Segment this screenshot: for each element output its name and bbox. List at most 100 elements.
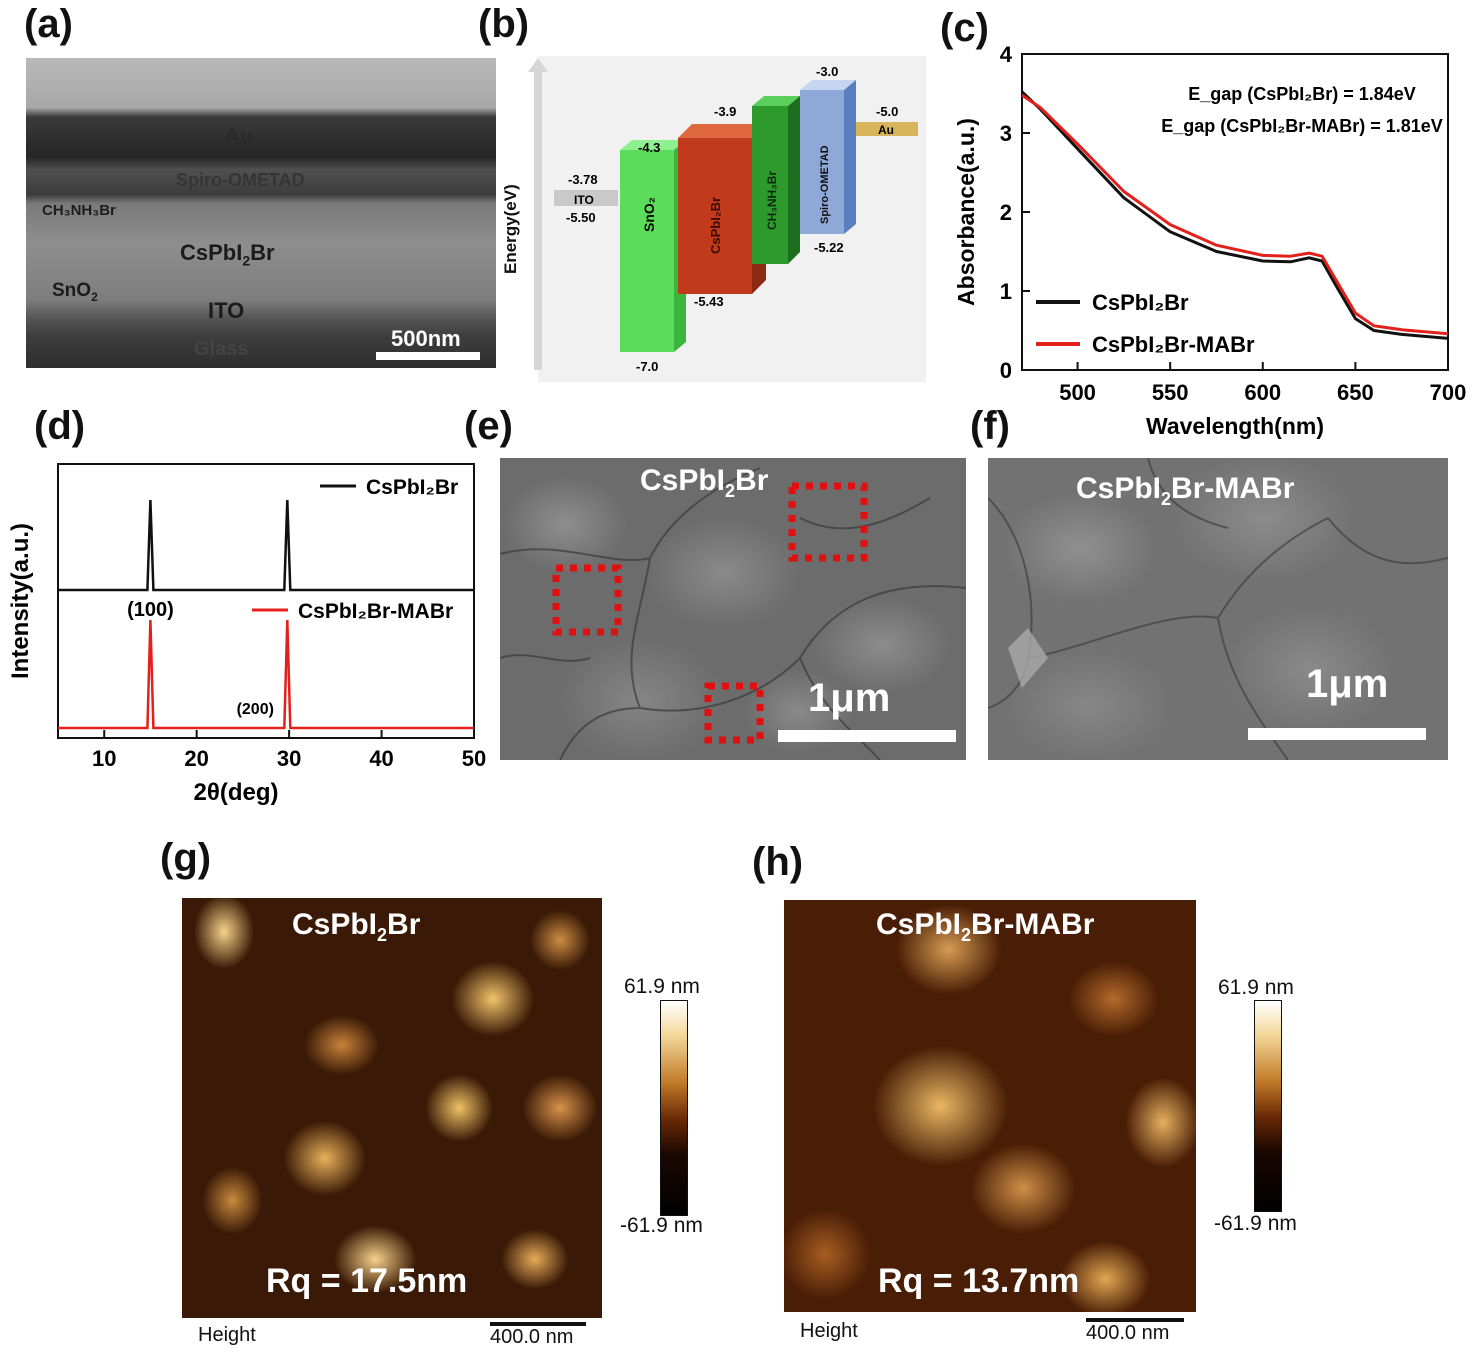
afm-h-title: CsPbI2Br-MABr <box>876 908 1095 945</box>
afm-g-colorbar-top-label: 61.9 nm <box>624 975 700 998</box>
c-series-line-1 <box>1021 93 1449 336</box>
c-xtick-label: 700 <box>1430 380 1467 405</box>
c-legend-label-1: CsPbI₂Br-MABr <box>1092 332 1255 357</box>
spiro-bottom-value: -5.22 <box>814 240 844 255</box>
afm-h-colorbar <box>1254 1000 1282 1212</box>
layer-sno2-label: SnO2 <box>52 280 98 304</box>
afm-g-scalebar-label: 400.0 nm <box>490 1326 574 1348</box>
cspbi2br-top-value: -3.9 <box>714 104 736 119</box>
defect-box-3 <box>704 682 764 744</box>
afm-h-height-label: Height <box>800 1320 858 1342</box>
layer-cspbi2br-label: CsPbI2Br <box>180 240 275 269</box>
afm-h-rq: Rq = 13.7nm <box>878 1262 1080 1300</box>
panel-label-e: (e) <box>464 404 513 448</box>
spiro-top-value: -3.0 <box>816 64 838 79</box>
ch3nh3br-name: CH₃NH₃Br <box>765 171 779 230</box>
sem-f-scalebar <box>1248 728 1426 740</box>
sno2-top-value: -4.3 <box>638 140 660 155</box>
c-yaxis-label: Absorbance(a.u.) <box>953 118 979 306</box>
panel-label-f: (f) <box>970 404 1010 448</box>
sem-f-title: CsPbI2Br-MABr <box>1076 472 1295 509</box>
scalebar-label: 500nm <box>391 326 461 351</box>
spiro-bar <box>800 90 844 234</box>
afm-image-cspbi2br-mabr: CsPbI2Br-MABr Rq = 13.7nm <box>784 900 1196 1312</box>
d-series-line-0 <box>58 499 474 592</box>
panel-label-b: (b) <box>478 2 530 46</box>
sem-e-scalebar-label: 1μm <box>808 676 891 720</box>
cspbi2br-bottom-value: -5.43 <box>694 294 724 309</box>
afm-h-colorbar-bottom-label: -61.9 nm <box>1214 1212 1297 1235</box>
d-series-line-1 <box>58 619 474 730</box>
c-xtick-label: 550 <box>1152 380 1189 405</box>
layer-ch3nh3br-label: CH₃NH₃Br <box>42 202 116 219</box>
c-ytick-label: 4 <box>1000 42 1013 67</box>
sno2-bar <box>620 150 674 352</box>
afm-g-colorbar <box>660 1000 688 1216</box>
panel-label-a: (a) <box>24 2 73 46</box>
afm-g-colorbar-bottom-label: -61.9 nm <box>620 1214 703 1237</box>
au-top-value: -5.0 <box>876 104 898 119</box>
d-legend-label-1: CsPbI₂Br-MABr <box>298 600 453 623</box>
xrd-chart: 10 20 30 40 50 2θ(deg) Intensity(a.u.) CsPbI₂Br… <box>7 463 486 806</box>
ito-name: ITO <box>574 193 594 207</box>
afm-g-height-label: Height <box>198 1324 256 1346</box>
layer-glass-label: Glass <box>194 338 249 360</box>
cross-section-sem-image: Au Spiro-OMETAD CH₃NH₃Br CsPbI2Br SnO2 I… <box>26 58 496 368</box>
defect-box-1 <box>788 482 868 562</box>
afm-h-scalebar <box>1086 1318 1184 1322</box>
panel-label-d: (d) <box>34 404 86 448</box>
afm-g-scalebar <box>490 1322 586 1326</box>
energy-axis-label: Energy(eV) <box>501 184 520 274</box>
afm-h-scalebar-label: 400.0 nm <box>1086 1322 1170 1344</box>
c-ytick-label: 2 <box>1000 200 1012 225</box>
layer-au-label: Au <box>224 124 254 149</box>
d-xtick-label: 30 <box>277 746 301 771</box>
sem-e-title: CsPbI2Br <box>640 464 769 501</box>
c-ytick-label: 1 <box>1000 279 1012 304</box>
c-annotation-1: E_gap (CsPbI₂Br) = 1.84eV <box>1188 84 1416 104</box>
c-legend-label-0: CsPbI₂Br <box>1092 290 1189 315</box>
panel-label-h: (h) <box>752 840 804 884</box>
afm-g-title: CsPbI2Br <box>292 908 421 945</box>
cspbi2br-name: CsPbI₂Br <box>708 197 723 254</box>
sem-topview-cspbi2br-mabr: CsPbI2Br-MABr 1μm <box>988 458 1448 760</box>
d-yaxis-label: Intensity(a.u.) <box>7 523 34 679</box>
panel-label-g: (g) <box>160 836 212 880</box>
d-xtick-label: 20 <box>184 746 208 771</box>
d-xaxis-label: 2θ(deg) <box>194 779 279 806</box>
c-ytick-label: 3 <box>1000 121 1012 146</box>
afm-g-rq: Rq = 17.5nm <box>266 1262 468 1300</box>
absorbance-chart: 500 550 600 650 700 0 1 2 3 4 Wavelength(nm) Absorb… <box>953 42 1467 439</box>
d-xtick-label: 10 <box>92 746 116 771</box>
afm-image-cspbi2br: CsPbI2Br Rq = 17.5nm <box>182 898 602 1318</box>
c-xtick-label: 500 <box>1059 380 1096 405</box>
ito-bottom-value: -5.50 <box>566 210 596 225</box>
cspbi2br-bar <box>678 138 752 294</box>
energy-band-diagram: Energy(eV) ITO -3.78 -5.50 SnO₂ -4.3 -7.… <box>501 56 926 382</box>
ch3nh3br-bar <box>752 106 788 264</box>
d-peak-label-100: (100) <box>127 599 174 621</box>
d-plot-frame <box>57 463 475 739</box>
c-annotation-2: E_gap (CsPbI₂Br-MABr) = 1.81eV <box>1161 116 1443 136</box>
ito-top-value: -3.78 <box>568 172 598 187</box>
panel-label-c: (c) <box>940 6 989 50</box>
sno2-name: SnO₂ <box>641 197 657 232</box>
spiro-name: Spiro-OMETAD <box>819 145 831 224</box>
c-ytick-label: 0 <box>1000 358 1012 383</box>
sem-f-scalebar-label: 1μm <box>1306 662 1389 706</box>
sno2-bottom-value: -7.0 <box>636 359 658 374</box>
defect-box-2 <box>552 564 622 636</box>
sem-topview-cspbi2br: CsPbI2Br 1μm <box>500 458 966 760</box>
au-bar <box>856 122 918 136</box>
d-xtick-label: 40 <box>369 746 393 771</box>
au-name: Au <box>878 123 894 137</box>
scalebar <box>376 352 480 360</box>
layer-ito-label: ITO <box>208 298 245 323</box>
c-xtick-label: 600 <box>1244 380 1281 405</box>
d-peak-label-200: (200) <box>237 701 274 718</box>
c-series-line-0 <box>1020 90 1449 340</box>
ito-bar <box>554 190 618 206</box>
afm-h-colorbar-top-label: 61.9 nm <box>1218 976 1294 999</box>
sem-e-scalebar <box>778 730 956 742</box>
d-xtick-label: 50 <box>462 746 486 771</box>
